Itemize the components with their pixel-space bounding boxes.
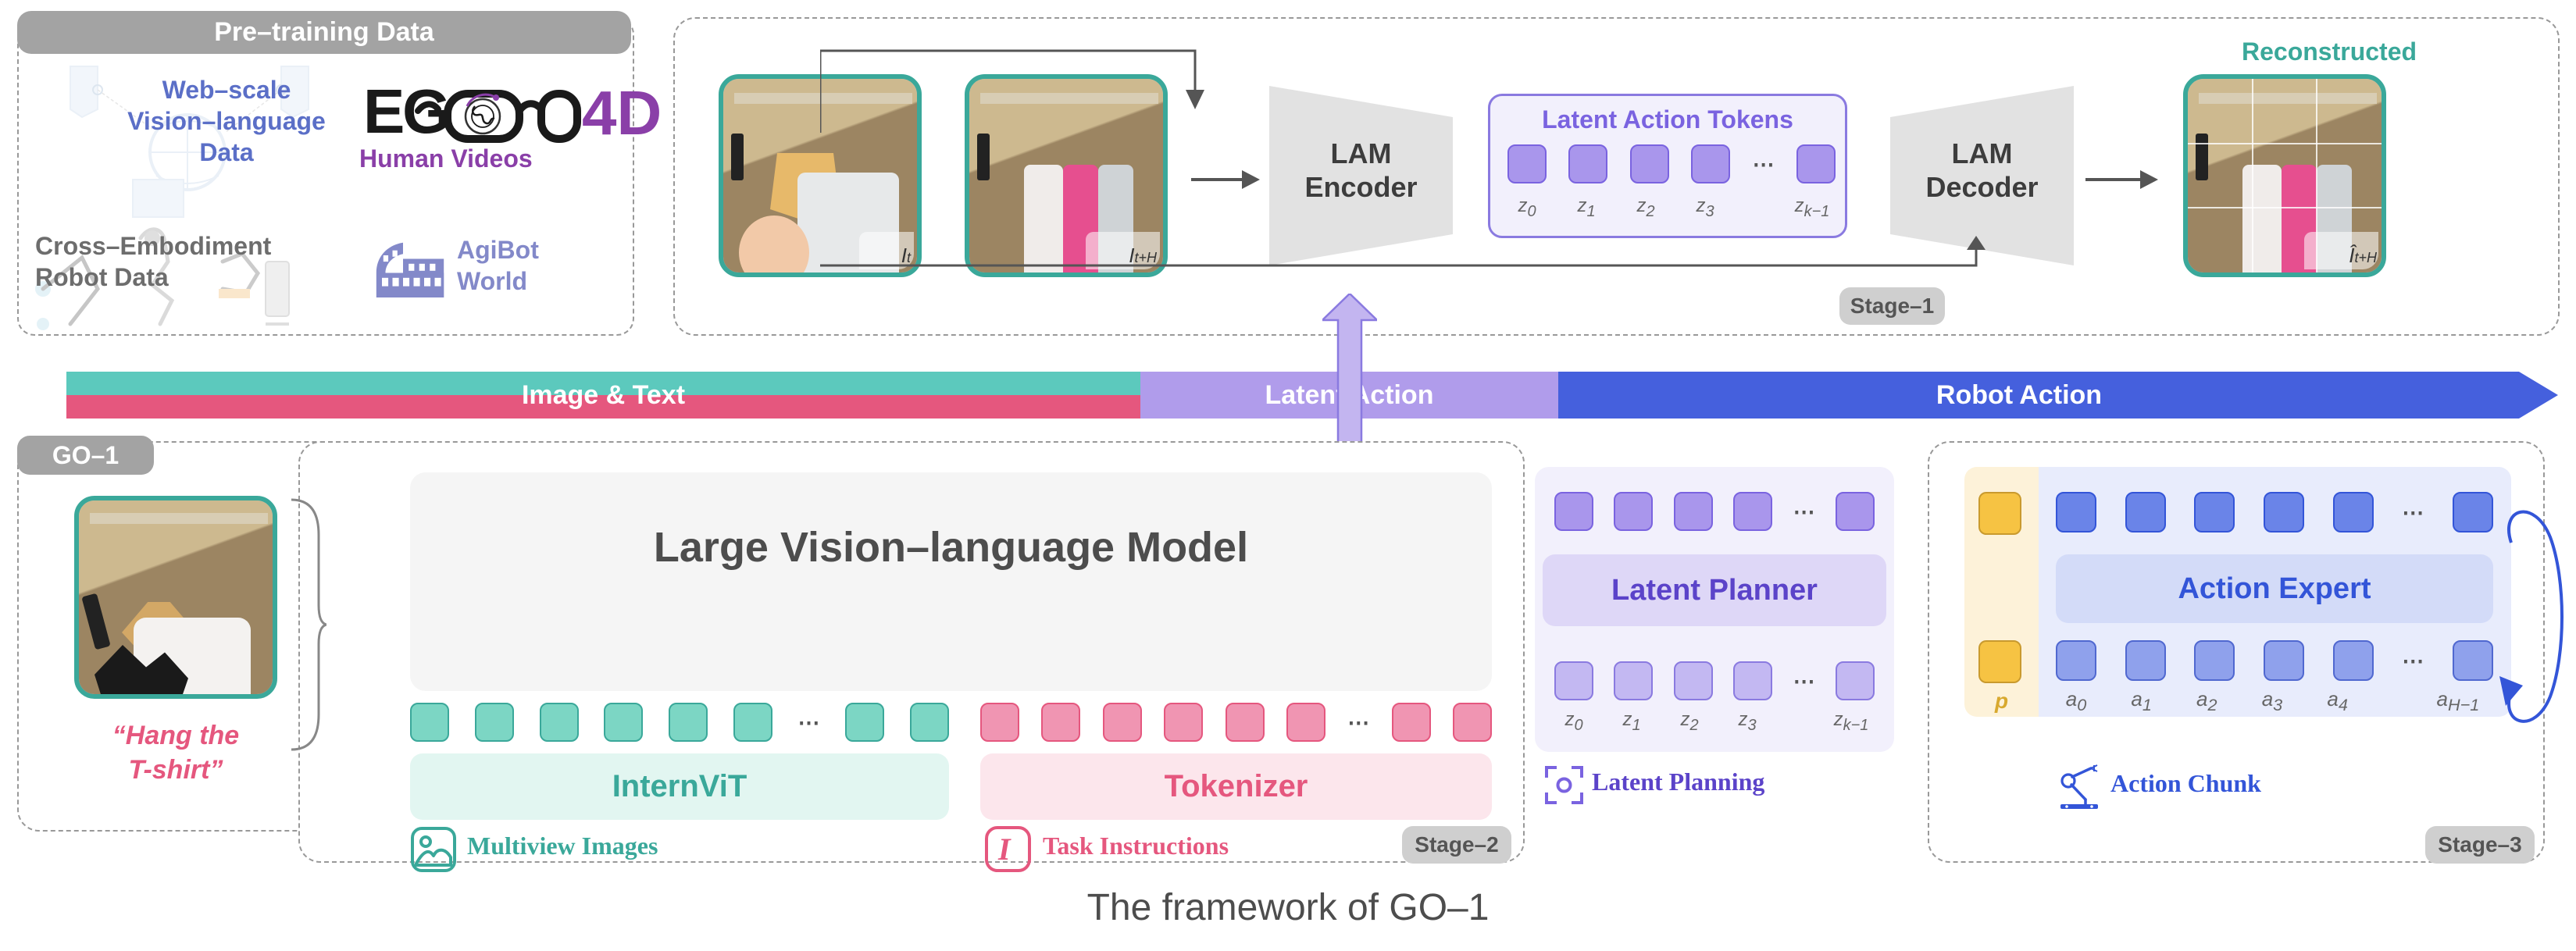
svg-text:I: I: [997, 832, 1011, 867]
svg-text:E: E: [363, 77, 405, 146]
svg-text:G: G: [402, 77, 451, 146]
svg-text:4D: 4D: [582, 78, 662, 148]
